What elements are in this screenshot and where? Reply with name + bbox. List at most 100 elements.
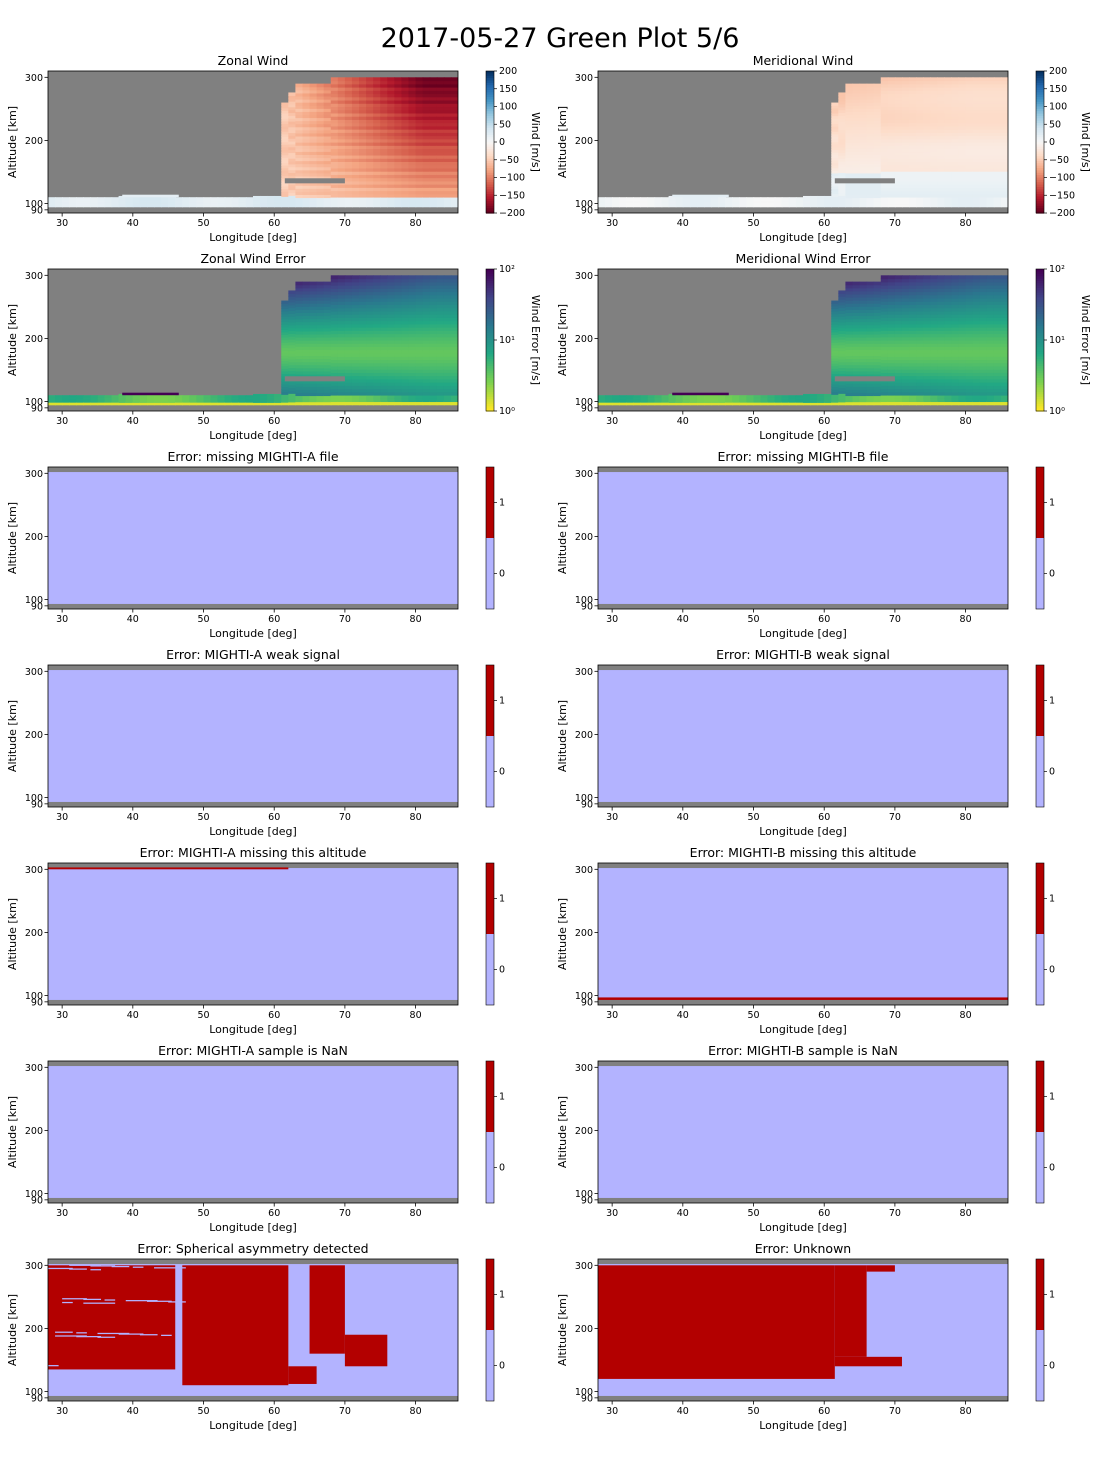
data-cell bbox=[415, 138, 424, 143]
data-cell bbox=[281, 204, 289, 208]
data-cell bbox=[923, 161, 931, 166]
data-cell bbox=[930, 148, 938, 153]
data-cell bbox=[838, 143, 847, 148]
data-cell bbox=[337, 132, 346, 137]
data-cell bbox=[930, 129, 938, 133]
data-cell bbox=[323, 117, 332, 122]
data-cell bbox=[880, 196, 889, 201]
data-cell bbox=[972, 87, 981, 91]
data-cell bbox=[845, 197, 854, 202]
data-cell bbox=[316, 117, 325, 122]
y-tick-label: 200 bbox=[575, 136, 593, 147]
data-cell bbox=[415, 151, 424, 156]
data-cell bbox=[366, 122, 374, 127]
data-cell bbox=[993, 161, 1002, 166]
data-cell bbox=[923, 129, 931, 133]
data-cell bbox=[979, 83, 988, 88]
colorbar-swatch bbox=[1036, 201, 1044, 205]
data-cell bbox=[944, 90, 953, 95]
data-cell bbox=[281, 110, 289, 114]
data-cell bbox=[873, 169, 882, 174]
data-cell bbox=[852, 132, 861, 137]
data-cell bbox=[866, 142, 875, 146]
data-cell bbox=[337, 90, 346, 95]
data-cell bbox=[972, 161, 981, 166]
data-cell bbox=[972, 135, 981, 140]
data-cell bbox=[359, 87, 367, 91]
colorbar-swatch bbox=[1036, 163, 1044, 167]
data-cell bbox=[831, 198, 839, 203]
data-cell bbox=[401, 106, 410, 111]
data-cell bbox=[979, 103, 988, 108]
data-cell bbox=[803, 195, 811, 197]
data-cell bbox=[958, 193, 967, 198]
data-cell bbox=[951, 177, 960, 182]
data-cell bbox=[887, 154, 896, 159]
data-cell bbox=[972, 80, 981, 85]
data-cell bbox=[916, 122, 924, 127]
data-cell bbox=[330, 129, 339, 133]
data-cell bbox=[951, 187, 960, 192]
data-cell bbox=[944, 164, 953, 169]
data-cell bbox=[380, 174, 388, 179]
data-cell bbox=[359, 177, 367, 182]
data-cell bbox=[887, 93, 896, 98]
data-cell bbox=[337, 125, 346, 130]
data-cell bbox=[281, 125, 289, 130]
colorbar-swatch bbox=[486, 115, 494, 119]
data-cell bbox=[443, 129, 452, 133]
colorbar-tick-label: −50 bbox=[1049, 155, 1069, 166]
data-cell bbox=[930, 106, 938, 111]
colorbar-swatch bbox=[1036, 168, 1044, 171]
data-cell bbox=[859, 114, 868, 119]
data-cell bbox=[880, 135, 889, 140]
data-cell bbox=[429, 116, 438, 120]
data-cell bbox=[309, 148, 318, 152]
data-cell bbox=[401, 193, 410, 198]
data-cell bbox=[951, 193, 960, 198]
colorbar-swatch bbox=[486, 177, 494, 181]
data-cell bbox=[394, 129, 403, 133]
data-cell bbox=[866, 160, 875, 165]
data-cell bbox=[366, 83, 374, 88]
data-cell bbox=[281, 115, 289, 119]
data-cell bbox=[387, 99, 395, 104]
data-cell bbox=[316, 154, 325, 159]
data-cell bbox=[972, 96, 981, 101]
data-cell bbox=[366, 135, 374, 140]
data-cell bbox=[302, 166, 311, 171]
data-cell bbox=[408, 151, 417, 156]
colorbar-swatch bbox=[486, 146, 494, 150]
data-cell bbox=[1000, 200, 1008, 205]
data-cell bbox=[937, 103, 945, 108]
data-cell bbox=[986, 77, 995, 82]
data-cell bbox=[979, 177, 988, 182]
data-cell bbox=[916, 193, 924, 198]
data-cell bbox=[217, 197, 226, 199]
data-cell bbox=[824, 195, 832, 197]
data-cell bbox=[316, 163, 325, 168]
data-cell bbox=[944, 129, 953, 133]
data-cell bbox=[443, 190, 452, 195]
colorbar-swatch bbox=[486, 71, 494, 74]
data-cell bbox=[873, 151, 882, 155]
data-cell bbox=[986, 190, 995, 195]
data-cell bbox=[387, 119, 395, 124]
data-cell bbox=[894, 119, 903, 124]
colorbar-swatch bbox=[1036, 165, 1044, 169]
data-cell bbox=[951, 167, 960, 172]
data-cell bbox=[359, 180, 367, 185]
data-cell bbox=[422, 161, 431, 166]
data-cell bbox=[415, 93, 424, 98]
data-cell bbox=[337, 135, 346, 140]
data-cell bbox=[366, 187, 374, 192]
data-cell bbox=[302, 172, 311, 177]
data-cell bbox=[979, 200, 988, 205]
data-cell bbox=[380, 158, 388, 163]
data-cell bbox=[316, 148, 325, 152]
data-cell bbox=[443, 180, 452, 185]
data-cell bbox=[429, 77, 438, 82]
data-cell bbox=[944, 112, 953, 117]
data-cell bbox=[281, 141, 289, 145]
data-cell bbox=[958, 106, 967, 111]
